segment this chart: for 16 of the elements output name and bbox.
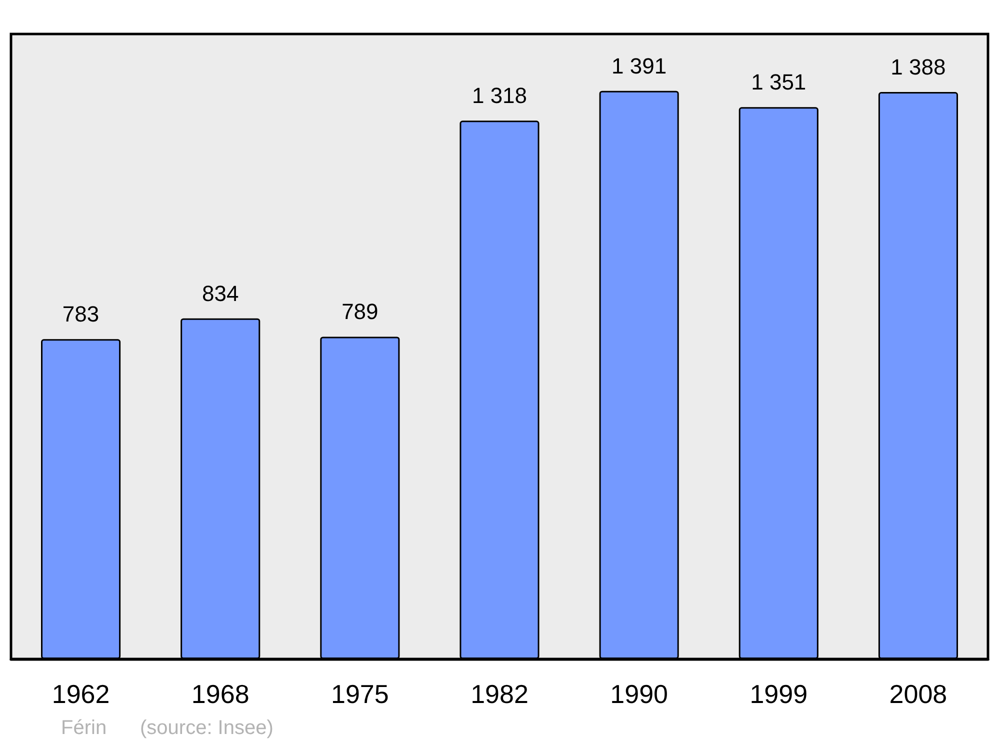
data-label: 834 xyxy=(202,280,239,306)
data-label: 783 xyxy=(62,302,100,327)
data-label: 1 318 xyxy=(472,83,528,108)
data-label: 1 351 xyxy=(751,70,806,95)
x-tick-label: 2008 xyxy=(889,679,948,709)
x-tick-label: 1975 xyxy=(331,679,389,709)
text: (source: Insee) xyxy=(140,717,274,739)
data-label: 1 391 xyxy=(612,53,667,78)
x-tick-label: 1962 xyxy=(52,679,110,709)
data-label: 789 xyxy=(342,299,378,324)
x-tick-label: 1990 xyxy=(610,679,668,709)
text: Férin xyxy=(61,717,107,739)
x-tick-label: 1982 xyxy=(470,679,528,709)
x-tick-label: 1968 xyxy=(191,679,250,709)
x-tick-label: 1999 xyxy=(750,679,808,709)
data-label: 1 388 xyxy=(890,54,946,80)
